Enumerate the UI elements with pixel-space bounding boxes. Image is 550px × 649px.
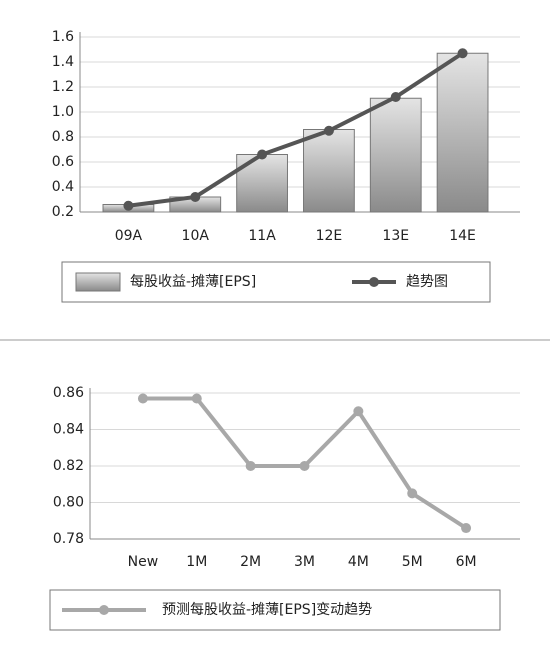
x-tick-label: 14E	[449, 228, 476, 244]
y-tick-label: 0.80	[53, 495, 84, 511]
point	[245, 461, 256, 471]
x-tick-label: 4M	[348, 554, 369, 570]
point	[461, 523, 472, 534]
x-tick-label: 11A	[248, 228, 276, 244]
point	[299, 461, 310, 471]
x-tick-label: 13E	[382, 228, 409, 244]
legend-swatch	[75, 272, 121, 292]
y-tick-label: 0.84	[53, 422, 84, 438]
x-tick-label: 1M	[186, 554, 207, 570]
bar	[436, 52, 489, 213]
trend-line	[128, 51, 464, 208]
x-tick-label: 5M	[402, 554, 423, 570]
y-tick-label: 0.4	[52, 179, 74, 195]
point	[457, 48, 468, 59]
y-tick-label: 0.78	[53, 531, 84, 547]
y-tick-label: 1.2	[52, 79, 74, 95]
y-tick-label: 1.6	[52, 29, 74, 45]
point	[390, 92, 401, 102]
x-tick-label: 6M	[456, 554, 477, 570]
bar	[369, 97, 422, 213]
y-tick-label: 0.86	[53, 385, 84, 401]
x-tick-label: 09A	[115, 228, 143, 244]
point	[257, 149, 268, 160]
point	[123, 200, 134, 211]
point	[323, 125, 334, 136]
x-tick-label: 12E	[316, 228, 343, 244]
point	[191, 393, 202, 404]
point	[190, 192, 201, 202]
legend-label: 每股收益-摊薄[EPS]	[130, 274, 256, 290]
y-tick-label: 1.4	[52, 54, 74, 70]
legend-dot	[369, 277, 379, 287]
point	[137, 393, 148, 404]
y-tick-label: 0.8	[52, 129, 74, 145]
x-tick-label: New	[128, 554, 159, 570]
legend-dot	[99, 605, 109, 615]
x-tick-label: 10A	[182, 228, 210, 244]
legend-box	[61, 261, 491, 303]
bar	[236, 154, 288, 213]
x-tick-label: 2M	[240, 554, 261, 570]
point	[407, 488, 418, 499]
bar	[303, 129, 355, 213]
x-tick-label: 3M	[294, 554, 315, 570]
legend-label: 趋势图	[406, 274, 448, 290]
y-tick-label: 0.6	[52, 154, 74, 170]
y-tick-label: 1.0	[52, 104, 74, 120]
legend-label: 预测每股收益-摊薄[EPS]变动趋势	[162, 602, 372, 618]
point	[353, 406, 364, 417]
y-tick-label: 0.82	[53, 458, 84, 474]
y-tick-label: 0.2	[52, 204, 74, 220]
